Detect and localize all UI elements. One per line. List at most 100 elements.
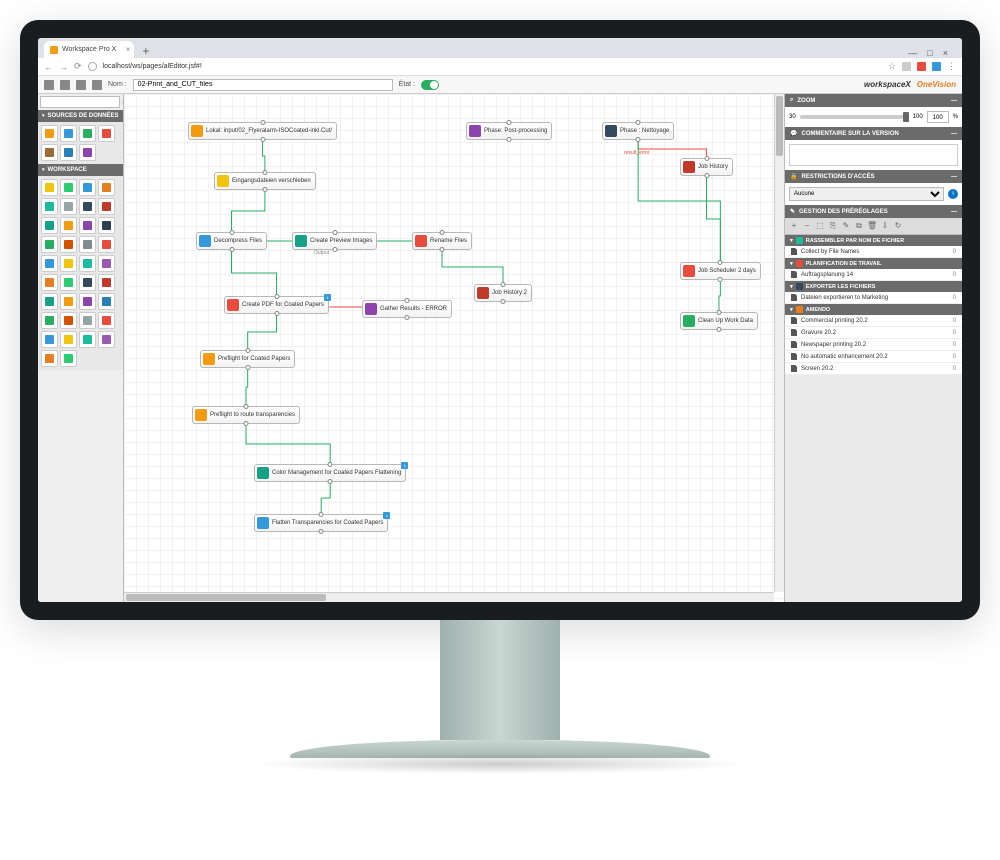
palette-search-input[interactable] [40, 96, 120, 108]
workflow-node[interactable]: Gather Results - ERROR [362, 300, 452, 318]
palette-item[interactable] [98, 312, 115, 329]
zoom-header[interactable]: ⌕ZOOM— [785, 94, 962, 107]
new-tab-button[interactable]: + [136, 44, 155, 58]
palette-item[interactable] [60, 144, 77, 161]
browser-tab[interactable]: Workspace Pro X × [44, 41, 134, 58]
palette-item[interactable] [98, 179, 115, 196]
workflow-node[interactable]: Preflight to route transparencies [192, 406, 300, 424]
palette-item[interactable] [79, 331, 96, 348]
workflow-node[interactable]: Lokal: input/02_Flyeralarm-ISOCoated-ink… [188, 122, 337, 140]
palette-section-header[interactable]: WORKSPACE [38, 164, 123, 176]
access-select[interactable]: Aucune [789, 187, 944, 201]
palette-item[interactable] [41, 312, 58, 329]
palette-item[interactable] [60, 274, 77, 291]
workflow-node[interactable]: Preflight for Coated Papers [200, 350, 295, 368]
palette-item[interactable] [41, 198, 58, 215]
extension-icon[interactable] [932, 62, 941, 71]
workflow-node[interactable]: Create Preview Images [292, 232, 377, 250]
palette-item[interactable] [60, 125, 77, 142]
workflow-node[interactable]: Rename Files [412, 232, 472, 250]
preset-item[interactable]: Screen 20.20 [785, 363, 962, 375]
preset-group-header[interactable]: ▾PLANIFICATION DE TRAVAIL [785, 258, 962, 269]
palette-item[interactable] [79, 236, 96, 253]
workflow-node[interactable]: Flatten Transparencies for Coated Papers… [254, 514, 388, 532]
home-icon[interactable] [44, 80, 54, 90]
palette-item[interactable] [41, 236, 58, 253]
copy-icon[interactable]: ⧉ [854, 221, 864, 231]
forward-icon[interactable]: → [59, 62, 68, 72]
extension-icon[interactable] [902, 62, 911, 71]
palette-item[interactable] [41, 293, 58, 310]
palette-item[interactable] [60, 198, 77, 215]
clock-icon[interactable] [76, 80, 86, 90]
close-window-icon[interactable]: × [943, 48, 948, 58]
palette-item[interactable] [41, 350, 58, 367]
workflow-node[interactable]: Color Management for Coated Papers Flatt… [254, 464, 406, 482]
workflow-node[interactable]: Job History [680, 158, 733, 176]
palette-item[interactable] [41, 179, 58, 196]
refresh-icon[interactable]: ↻ [893, 221, 903, 231]
link-icon[interactable]: ⎘ [828, 221, 838, 231]
state-toggle[interactable] [421, 80, 439, 90]
collapse-icon[interactable]: — [951, 209, 957, 215]
edit-icon[interactable]: ✎ [841, 221, 851, 231]
palette-item[interactable] [98, 293, 115, 310]
palette-item[interactable] [79, 255, 96, 272]
comment-header[interactable]: 💬COMMENTAIRE SUR LA VERSION— [785, 127, 962, 140]
palette-item[interactable] [41, 217, 58, 234]
workflow-node[interactable]: Create PDF for Coated Papers1 [224, 296, 329, 314]
palette-item[interactable] [98, 274, 115, 291]
workflow-node[interactable]: Phase: Post-processing [466, 122, 552, 140]
collapse-icon[interactable]: — [951, 174, 957, 180]
url-text[interactable]: localhost/ws/pages/alEditor.jsf#! [103, 63, 882, 70]
palette-item[interactable] [60, 236, 77, 253]
zoom-value[interactable]: 100 [927, 111, 949, 123]
collapse-icon[interactable]: — [951, 131, 957, 137]
palette-item[interactable] [60, 293, 77, 310]
palette-item[interactable] [41, 274, 58, 291]
workflow-node[interactable]: Job History 2 [474, 284, 532, 302]
extension-icon[interactable] [917, 62, 926, 71]
tab-close-icon[interactable]: × [126, 45, 131, 54]
palette-item[interactable] [79, 144, 96, 161]
preset-group-header[interactable]: ▾RASSEMBLER PAR NOM DE FICHIER [785, 235, 962, 246]
preset-item[interactable]: Auftragsplanung 140 [785, 269, 962, 281]
workflow-node[interactable]: Eingangsdateien verschieben [214, 172, 316, 190]
workflow-node[interactable]: Job Scheduler 2 days [680, 262, 761, 280]
maximize-icon[interactable]: □ [927, 48, 932, 58]
palette-item[interactable] [60, 255, 77, 272]
download-icon[interactable]: ⇩ [880, 221, 890, 231]
site-info-icon[interactable] [88, 62, 97, 71]
collapse-icon[interactable]: — [951, 98, 957, 104]
palette-item[interactable] [79, 125, 96, 142]
workflow-node[interactable]: Clean Up Work Data [680, 312, 758, 330]
palette-item[interactable] [79, 312, 96, 329]
palette-item[interactable] [41, 144, 58, 161]
back-icon[interactable]: ← [44, 62, 53, 72]
trash-icon[interactable]: 🗑 [867, 221, 877, 231]
workflow-node[interactable]: Decompress Files [196, 232, 267, 250]
palette-item[interactable] [60, 312, 77, 329]
preset-header[interactable]: ✎GESTION DES PRÉRÉGLAGES— [785, 205, 962, 218]
remove-icon[interactable]: − [802, 221, 812, 231]
canvas-scrollbar-horizontal[interactable] [124, 592, 774, 602]
canvas-scrollbar-vertical[interactable] [774, 94, 784, 592]
menu-icon[interactable]: ⋮ [947, 61, 956, 72]
palette-item[interactable] [79, 274, 96, 291]
preset-item[interactable]: Collect by File Names0 [785, 246, 962, 258]
comment-textarea[interactable] [789, 144, 958, 166]
add-icon[interactable]: + [789, 221, 799, 231]
palette-item[interactable] [60, 217, 77, 234]
preset-item[interactable]: Dateien exportieren to Marketing0 [785, 292, 962, 304]
reload-icon[interactable]: ⟳ [74, 61, 82, 72]
palette-item[interactable] [98, 217, 115, 234]
workflow-canvas[interactable]: Lokal: input/02_Flyeralarm-ISOCoated-ink… [124, 94, 784, 602]
tree-icon[interactable]: ⬚ [815, 221, 825, 231]
palette-item[interactable] [60, 179, 77, 196]
palette-item[interactable] [98, 236, 115, 253]
palette-item[interactable] [79, 293, 96, 310]
camera-icon[interactable] [60, 80, 70, 90]
preset-item[interactable]: Commercial printing 20.20 [785, 315, 962, 327]
preset-item[interactable]: No automatic enhancement 20.20 [785, 351, 962, 363]
preset-item[interactable]: Newspaper printing 20.20 [785, 339, 962, 351]
